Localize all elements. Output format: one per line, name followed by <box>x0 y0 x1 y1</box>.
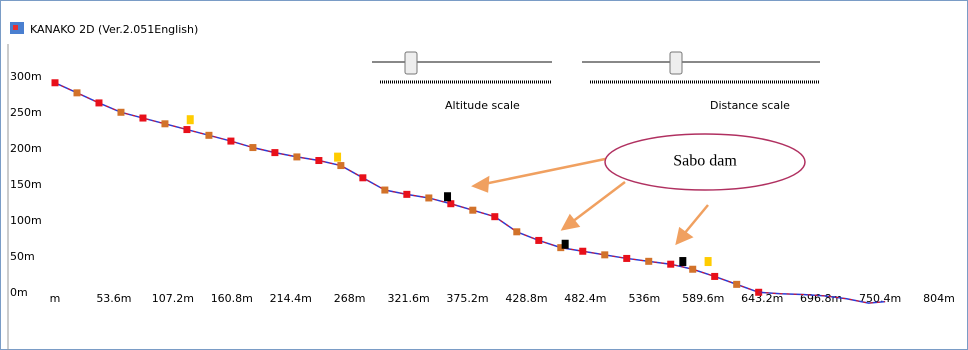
profile-marker <box>249 144 257 152</box>
profile-marker <box>513 228 521 236</box>
profile-marker <box>337 162 345 170</box>
x-tick-label: 428.8m <box>505 292 547 305</box>
y-tick-label: 0m <box>10 286 28 299</box>
x-tick-label: m <box>50 292 61 305</box>
feature-marker <box>444 192 452 202</box>
profile-marker <box>205 131 213 139</box>
profile-marker <box>403 190 411 198</box>
profile-marker <box>51 79 59 87</box>
profile-marker <box>689 265 697 273</box>
callout-ellipse <box>604 133 806 191</box>
x-tick-label: 375.2m <box>446 292 488 305</box>
profile-marker <box>645 257 653 265</box>
profile-marker <box>359 174 367 182</box>
arrow <box>571 181 626 223</box>
feature-marker <box>186 115 194 125</box>
feature-marker <box>334 152 342 162</box>
profile-marker <box>161 120 169 128</box>
window-title: KANAKO 2D (Ver.2.051English) <box>30 23 198 36</box>
y-tick-label: 250m <box>10 106 42 119</box>
x-tick-label: 482.4m <box>564 292 606 305</box>
x-tick-label: 53.6m <box>96 292 131 305</box>
x-tick-label: 160.8m <box>211 292 253 305</box>
callout-text: Sabo dam <box>673 153 737 170</box>
x-tick-label: 750.4m <box>859 292 901 305</box>
slider-thumb[interactable] <box>404 51 418 75</box>
profile-marker <box>557 244 565 252</box>
distance-slider[interactable]: Distance scale <box>582 51 820 112</box>
y-tick-label: 100m <box>10 214 42 227</box>
profile-marker <box>271 149 279 157</box>
profile-marker <box>315 157 323 165</box>
profile-marker <box>601 251 609 259</box>
profile-marker <box>73 89 81 97</box>
annotation: Sabo dam <box>471 133 806 246</box>
profile-marker <box>579 247 587 255</box>
app-icon-detail <box>13 25 18 30</box>
profile-marker <box>227 137 235 145</box>
slider-label: Distance scale <box>710 99 790 112</box>
feature-marker <box>679 257 687 267</box>
slider-label: Altitude scale <box>445 99 520 112</box>
x-tick-label: 107.2m <box>152 292 194 305</box>
arrow <box>683 204 709 235</box>
profile-marker <box>139 114 147 122</box>
arrowhead <box>675 226 694 246</box>
profile-marker <box>95 99 103 107</box>
profile-marker <box>535 236 543 244</box>
x-tick-label: 643.2m <box>741 292 783 305</box>
slider-thumb[interactable] <box>669 51 683 75</box>
y-tick-label: 50m <box>10 250 35 263</box>
profile-marker <box>667 260 675 268</box>
x-tick-label: 804m <box>923 292 955 305</box>
x-tick-label: 536m <box>628 292 660 305</box>
y-tick-label: 300m <box>10 70 42 83</box>
profile-marker <box>491 213 499 221</box>
profile-marker <box>293 153 301 161</box>
profile-marker <box>447 200 455 208</box>
profile-line-overlay <box>758 291 886 304</box>
x-tick-label: 268m <box>334 292 366 305</box>
altitude-slider[interactable]: Altitude scale <box>372 51 552 112</box>
profile-marker <box>117 108 125 116</box>
profile-marker <box>711 272 719 280</box>
arrowhead <box>560 213 581 231</box>
profile-marker <box>469 206 477 214</box>
profile-marker <box>425 194 433 202</box>
x-tick-label: 589.6m <box>682 292 724 305</box>
x-tick-label: 321.6m <box>387 292 429 305</box>
arrowhead <box>471 175 490 193</box>
feature-marker <box>561 239 569 249</box>
profile-marker <box>733 280 741 288</box>
profile-marker <box>623 254 631 262</box>
x-tick-label: 214.4m <box>270 292 312 305</box>
profile-marker <box>381 186 389 194</box>
profile-marker <box>183 126 191 134</box>
y-tick-label: 150m <box>10 178 42 191</box>
y-tick-label: 200m <box>10 142 42 155</box>
arrow <box>483 156 611 186</box>
feature-marker <box>704 257 712 267</box>
